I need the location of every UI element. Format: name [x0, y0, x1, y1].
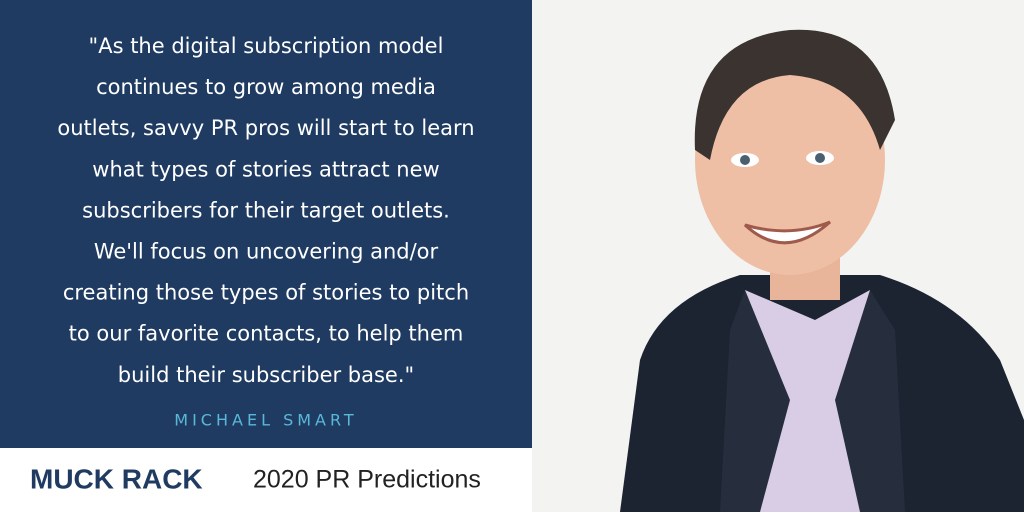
portrait-photo — [532, 0, 1024, 512]
footer-title: 2020 PR Predictions — [253, 466, 481, 494]
quote: "As the digital subscription model contin… — [57, 34, 474, 387]
quote-panel — [0, 0, 532, 448]
quote-line: We'll focus on uncovering and/or — [94, 240, 439, 264]
brand-logo: MUCK RACK — [30, 463, 203, 494]
footer-band — [0, 448, 532, 512]
quote-line: outlets, savvy PR pros will start to lea… — [57, 116, 474, 140]
quote-line: creating those types of stories to pitch — [63, 281, 469, 305]
quote-author: MICHAEL SMART — [174, 411, 357, 430]
quote-line: "As the digital subscription model — [89, 34, 444, 58]
quote-line: what types of stories attract new — [92, 157, 439, 181]
quote-line: build their subscriber base." — [118, 363, 414, 387]
quote-line: subscribers for their target outlets. — [82, 198, 450, 222]
quote-line: to our favorite contacts, to help them — [69, 322, 464, 346]
quote-line: continues to grow among media — [96, 75, 436, 99]
